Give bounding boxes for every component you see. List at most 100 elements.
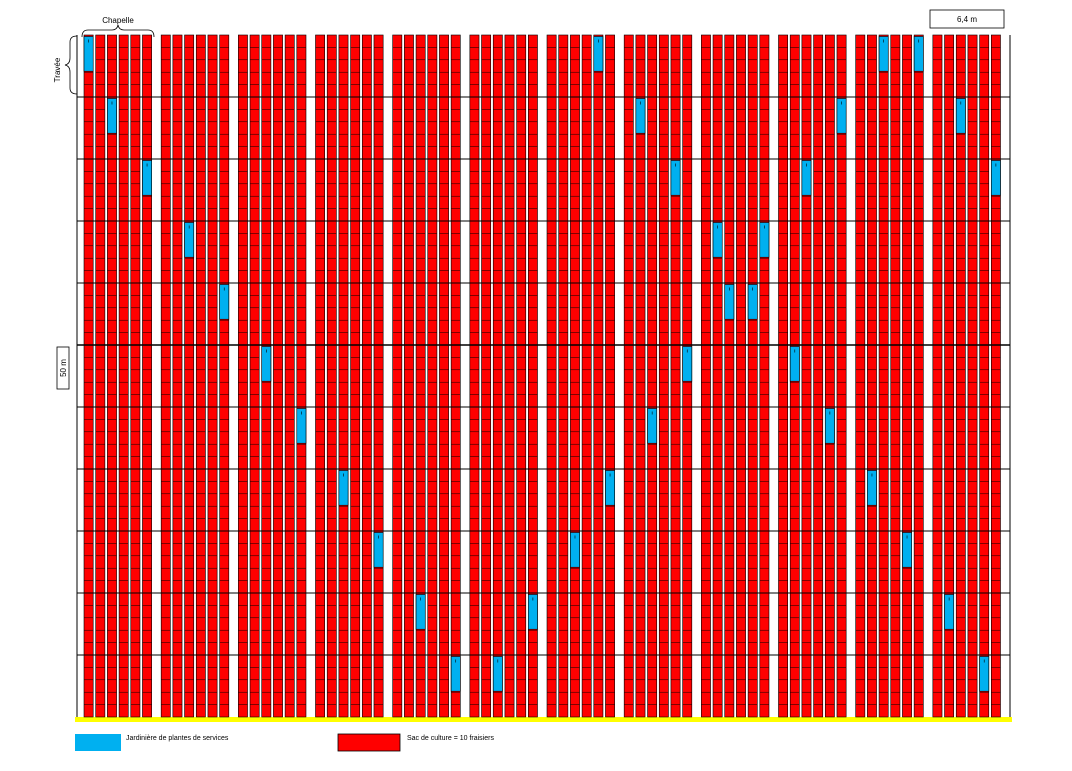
service-planter [635, 98, 646, 134]
grow-bag-column-body [527, 34, 538, 718]
grow-bag-column-body [878, 34, 889, 718]
service-planter [219, 284, 230, 320]
grow-bag-column-body [326, 34, 337, 718]
grow-bag-column [836, 34, 847, 718]
service-planter-body [944, 594, 955, 630]
grow-bag-column-body [759, 34, 770, 718]
grow-bag-column-body [605, 34, 615, 718]
grow-bag-column [95, 34, 106, 718]
grow-bag-column [350, 34, 361, 718]
width-label: 6,4 m [957, 15, 977, 24]
grow-bag-column [516, 34, 527, 718]
grow-bag-column [315, 34, 325, 718]
service-planter [836, 98, 847, 134]
grow-bag-column-body [546, 34, 557, 718]
service-planter-body [789, 346, 800, 382]
service-planter-body [682, 346, 693, 382]
service-planter-body [902, 532, 912, 568]
grow-bag-column-body [284, 34, 295, 718]
grow-bag-column-body [593, 34, 604, 718]
grow-bag-column-body [184, 34, 195, 718]
grow-bag-column [967, 34, 978, 718]
grow-bag-column [581, 34, 592, 718]
grow-bag-column [492, 34, 503, 718]
grow-bag-column-body [142, 34, 152, 718]
grow-bag-column-body [439, 34, 449, 718]
service-planter-body [990, 160, 1001, 196]
grow-bag-column-body [623, 34, 634, 718]
grow-bag-column-body [736, 34, 746, 718]
grow-bag-column [747, 34, 758, 718]
service-planter [801, 160, 812, 196]
grow-bag-column [439, 34, 449, 718]
service-planter [712, 222, 723, 258]
service-planter-body [450, 656, 461, 692]
legend-planter-label: Jardinière de plantes de services [126, 735, 229, 742]
grow-bag-column [296, 34, 307, 718]
grow-bag-column-body [361, 34, 372, 718]
service-planter [979, 656, 990, 692]
grow-bag-column [373, 34, 384, 718]
grow-bag-column [83, 34, 94, 718]
service-planter [867, 470, 877, 506]
grow-bag-column-body [415, 34, 426, 718]
grow-bag-column-body [670, 34, 681, 718]
service-planter [338, 470, 349, 506]
grow-bag-column-body [404, 34, 414, 718]
service-planter [492, 656, 503, 692]
length-label: 50 m [59, 359, 68, 377]
service-planter [296, 408, 307, 444]
grow-bag-column [469, 34, 480, 718]
service-planter-body [219, 284, 230, 320]
grow-bag-column [219, 34, 230, 718]
grow-bag-column [778, 34, 788, 718]
grow-bag-column-body [373, 34, 384, 718]
grow-bag-column [273, 34, 283, 718]
service-planter [373, 532, 384, 568]
service-planter-body [373, 532, 384, 568]
grow-bag-column [130, 34, 141, 718]
service-planter [605, 470, 615, 506]
grow-bag-column [593, 34, 604, 718]
grow-bag-column [207, 34, 218, 718]
grow-bag-column-body [979, 34, 990, 718]
service-planter-body [605, 470, 615, 506]
grow-bag-column [913, 34, 924, 718]
grow-bag-column [450, 34, 461, 718]
service-planter [682, 346, 693, 382]
service-planter-body [142, 160, 152, 196]
grow-bag-column [184, 34, 195, 718]
grow-bag-column [404, 34, 414, 718]
grow-bag-column-body [867, 34, 877, 718]
service-planter [944, 594, 955, 630]
grow-bag-column [712, 34, 723, 718]
service-planter [184, 222, 195, 258]
grow-bag-column [813, 34, 824, 718]
grow-bag-grid [75, 34, 1012, 722]
service-planter [913, 36, 924, 72]
grow-bag-column-body [450, 34, 461, 718]
service-planter [142, 160, 152, 196]
grow-bag-column [990, 34, 1001, 718]
grow-bag-column [570, 34, 580, 718]
grow-bag-column [605, 34, 615, 718]
grow-bag-column [855, 34, 866, 718]
grow-bag-column-body [801, 34, 812, 718]
grow-bag-column-body [296, 34, 307, 718]
length-label-box [56, 346, 70, 390]
grow-bag-column-body [516, 34, 527, 718]
service-planter [593, 36, 604, 72]
grow-bag-column-body [95, 34, 106, 718]
service-planter-body [570, 532, 580, 568]
service-planter [955, 98, 966, 134]
service-planter [789, 346, 800, 382]
service-planter-body [801, 160, 812, 196]
grow-bag-column [284, 34, 295, 718]
service-planter [647, 408, 658, 444]
service-planter [570, 532, 580, 568]
service-planter [747, 284, 758, 320]
grow-bag-column-body [249, 34, 260, 718]
grow-bag-column [878, 34, 889, 718]
grow-bag-column-body [238, 34, 248, 718]
grow-bag-column-body [350, 34, 361, 718]
